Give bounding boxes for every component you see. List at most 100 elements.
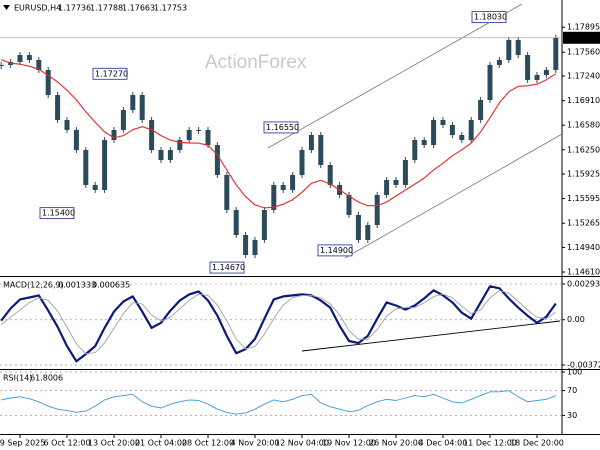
- x-tick-label: 19 Nov 12:00: [322, 439, 376, 448]
- x-tick-label: 26 Nov 20:00: [369, 439, 423, 448]
- y-tick-label: -0.003724: [567, 361, 600, 370]
- candle: [261, 210, 267, 240]
- series-line: [0, 285, 557, 363]
- candle: [139, 95, 145, 120]
- candle: [515, 40, 521, 55]
- candle: [177, 140, 183, 151]
- header-ohlc: 1.17788: [90, 4, 123, 13]
- candle: [299, 150, 305, 175]
- y-tick-label: 1.16580: [567, 121, 600, 130]
- annotation-box: [471, 11, 507, 24]
- candle: [327, 165, 333, 185]
- candle: [130, 95, 136, 110]
- candle: [186, 129, 192, 141]
- watermark: ActionForex: [205, 52, 307, 73]
- candle: [534, 74, 540, 80]
- menu-triangle: [3, 5, 10, 10]
- candle: [243, 234, 249, 256]
- x-tick-label: 13 Oct 20:00: [88, 439, 140, 448]
- header-ohlc: 1.17663: [122, 4, 155, 13]
- header-value: 0.000635: [92, 281, 130, 290]
- candle: [55, 95, 61, 120]
- x-tick-label: 18 Dec 20:00: [510, 439, 564, 448]
- last-price-label: 1.17753: [566, 33, 599, 42]
- series-line: [0, 290, 557, 355]
- header-value: 0.001333: [58, 281, 96, 290]
- x-tick-label: 11 Dec 12:00: [463, 439, 517, 448]
- candle: [431, 119, 437, 146]
- header-ohlc: 1.17753: [154, 4, 187, 13]
- annotation-label: 1.14670: [212, 263, 245, 272]
- x-tick-label: 4 Dec 04:00: [419, 439, 468, 448]
- candle: [393, 179, 399, 185]
- candle: [64, 119, 70, 130]
- candle: [421, 140, 427, 146]
- candle: [167, 150, 173, 161]
- candle: [111, 129, 117, 141]
- last-price-box: [563, 31, 600, 44]
- candle: [26, 55, 32, 60]
- candle: [346, 194, 352, 215]
- candle: [196, 129, 202, 131]
- candle: [478, 100, 484, 120]
- candle: [120, 110, 126, 130]
- annotation-box: [39, 207, 75, 220]
- y-tick-label: 100: [567, 368, 582, 377]
- candle: [487, 64, 493, 101]
- candle: [233, 210, 239, 235]
- annotation-label: 1.14900: [320, 246, 353, 255]
- candle: [543, 69, 549, 75]
- candle: [252, 239, 258, 256]
- trend-line: [301, 320, 561, 352]
- series-line: [0, 59, 557, 209]
- candle: [280, 184, 286, 190]
- candle: [17, 55, 23, 63]
- x-tick-label: 6 Oct 12:00: [43, 439, 90, 448]
- channel-line: [267, 3, 523, 149]
- y-tick-label: 1.16250: [567, 145, 600, 154]
- candle: [73, 129, 79, 151]
- candle: [449, 124, 455, 135]
- candle: [525, 55, 531, 80]
- macd-title: MACD(12,26,9): [3, 281, 64, 290]
- annotation-box: [317, 244, 353, 257]
- channel-line: [344, 133, 563, 259]
- annotation-label: 1.18030: [474, 13, 507, 22]
- candle: [412, 140, 418, 161]
- candle: [83, 150, 89, 185]
- y-tick-label: 1.16910: [567, 96, 600, 105]
- header-value: 61.8006: [30, 374, 63, 383]
- candle: [374, 194, 380, 225]
- y-tick-label: 30: [567, 411, 577, 420]
- candle: [506, 40, 512, 60]
- y-tick-label: 0.002933: [567, 280, 600, 289]
- y-tick-label: 1.15265: [567, 219, 600, 228]
- x-tick-label: 21 Oct 04:00: [135, 439, 187, 448]
- candle: [384, 179, 390, 195]
- candle: [158, 150, 164, 161]
- y-tick-label: 70: [567, 386, 577, 395]
- annotation-box: [92, 67, 128, 80]
- candle: [553, 37, 559, 70]
- candle: [92, 184, 98, 190]
- series-line: [1, 390, 556, 415]
- x-tick-label: 29 Sep 2025: [0, 439, 45, 448]
- y-tick-label: 1.15595: [567, 194, 600, 203]
- rsi-title: RSI(14): [3, 374, 32, 383]
- candle: [468, 119, 474, 141]
- candle: [365, 224, 371, 240]
- annotation-box: [263, 121, 299, 134]
- candle: [459, 134, 465, 141]
- symbol-title: EURUSD,H4: [14, 4, 61, 13]
- x-tick-label: 12 Nov 04:00: [275, 439, 329, 448]
- candle: [290, 174, 296, 190]
- x-tick-label: 4 Nov 20:00: [231, 439, 280, 448]
- y-tick-label: 0.00: [567, 315, 585, 324]
- candle: [440, 119, 446, 125]
- header-ohlc: 1.17736: [58, 4, 91, 13]
- candle: [45, 69, 51, 96]
- y-tick-label: 1.14940: [567, 243, 600, 252]
- candle: [496, 59, 502, 65]
